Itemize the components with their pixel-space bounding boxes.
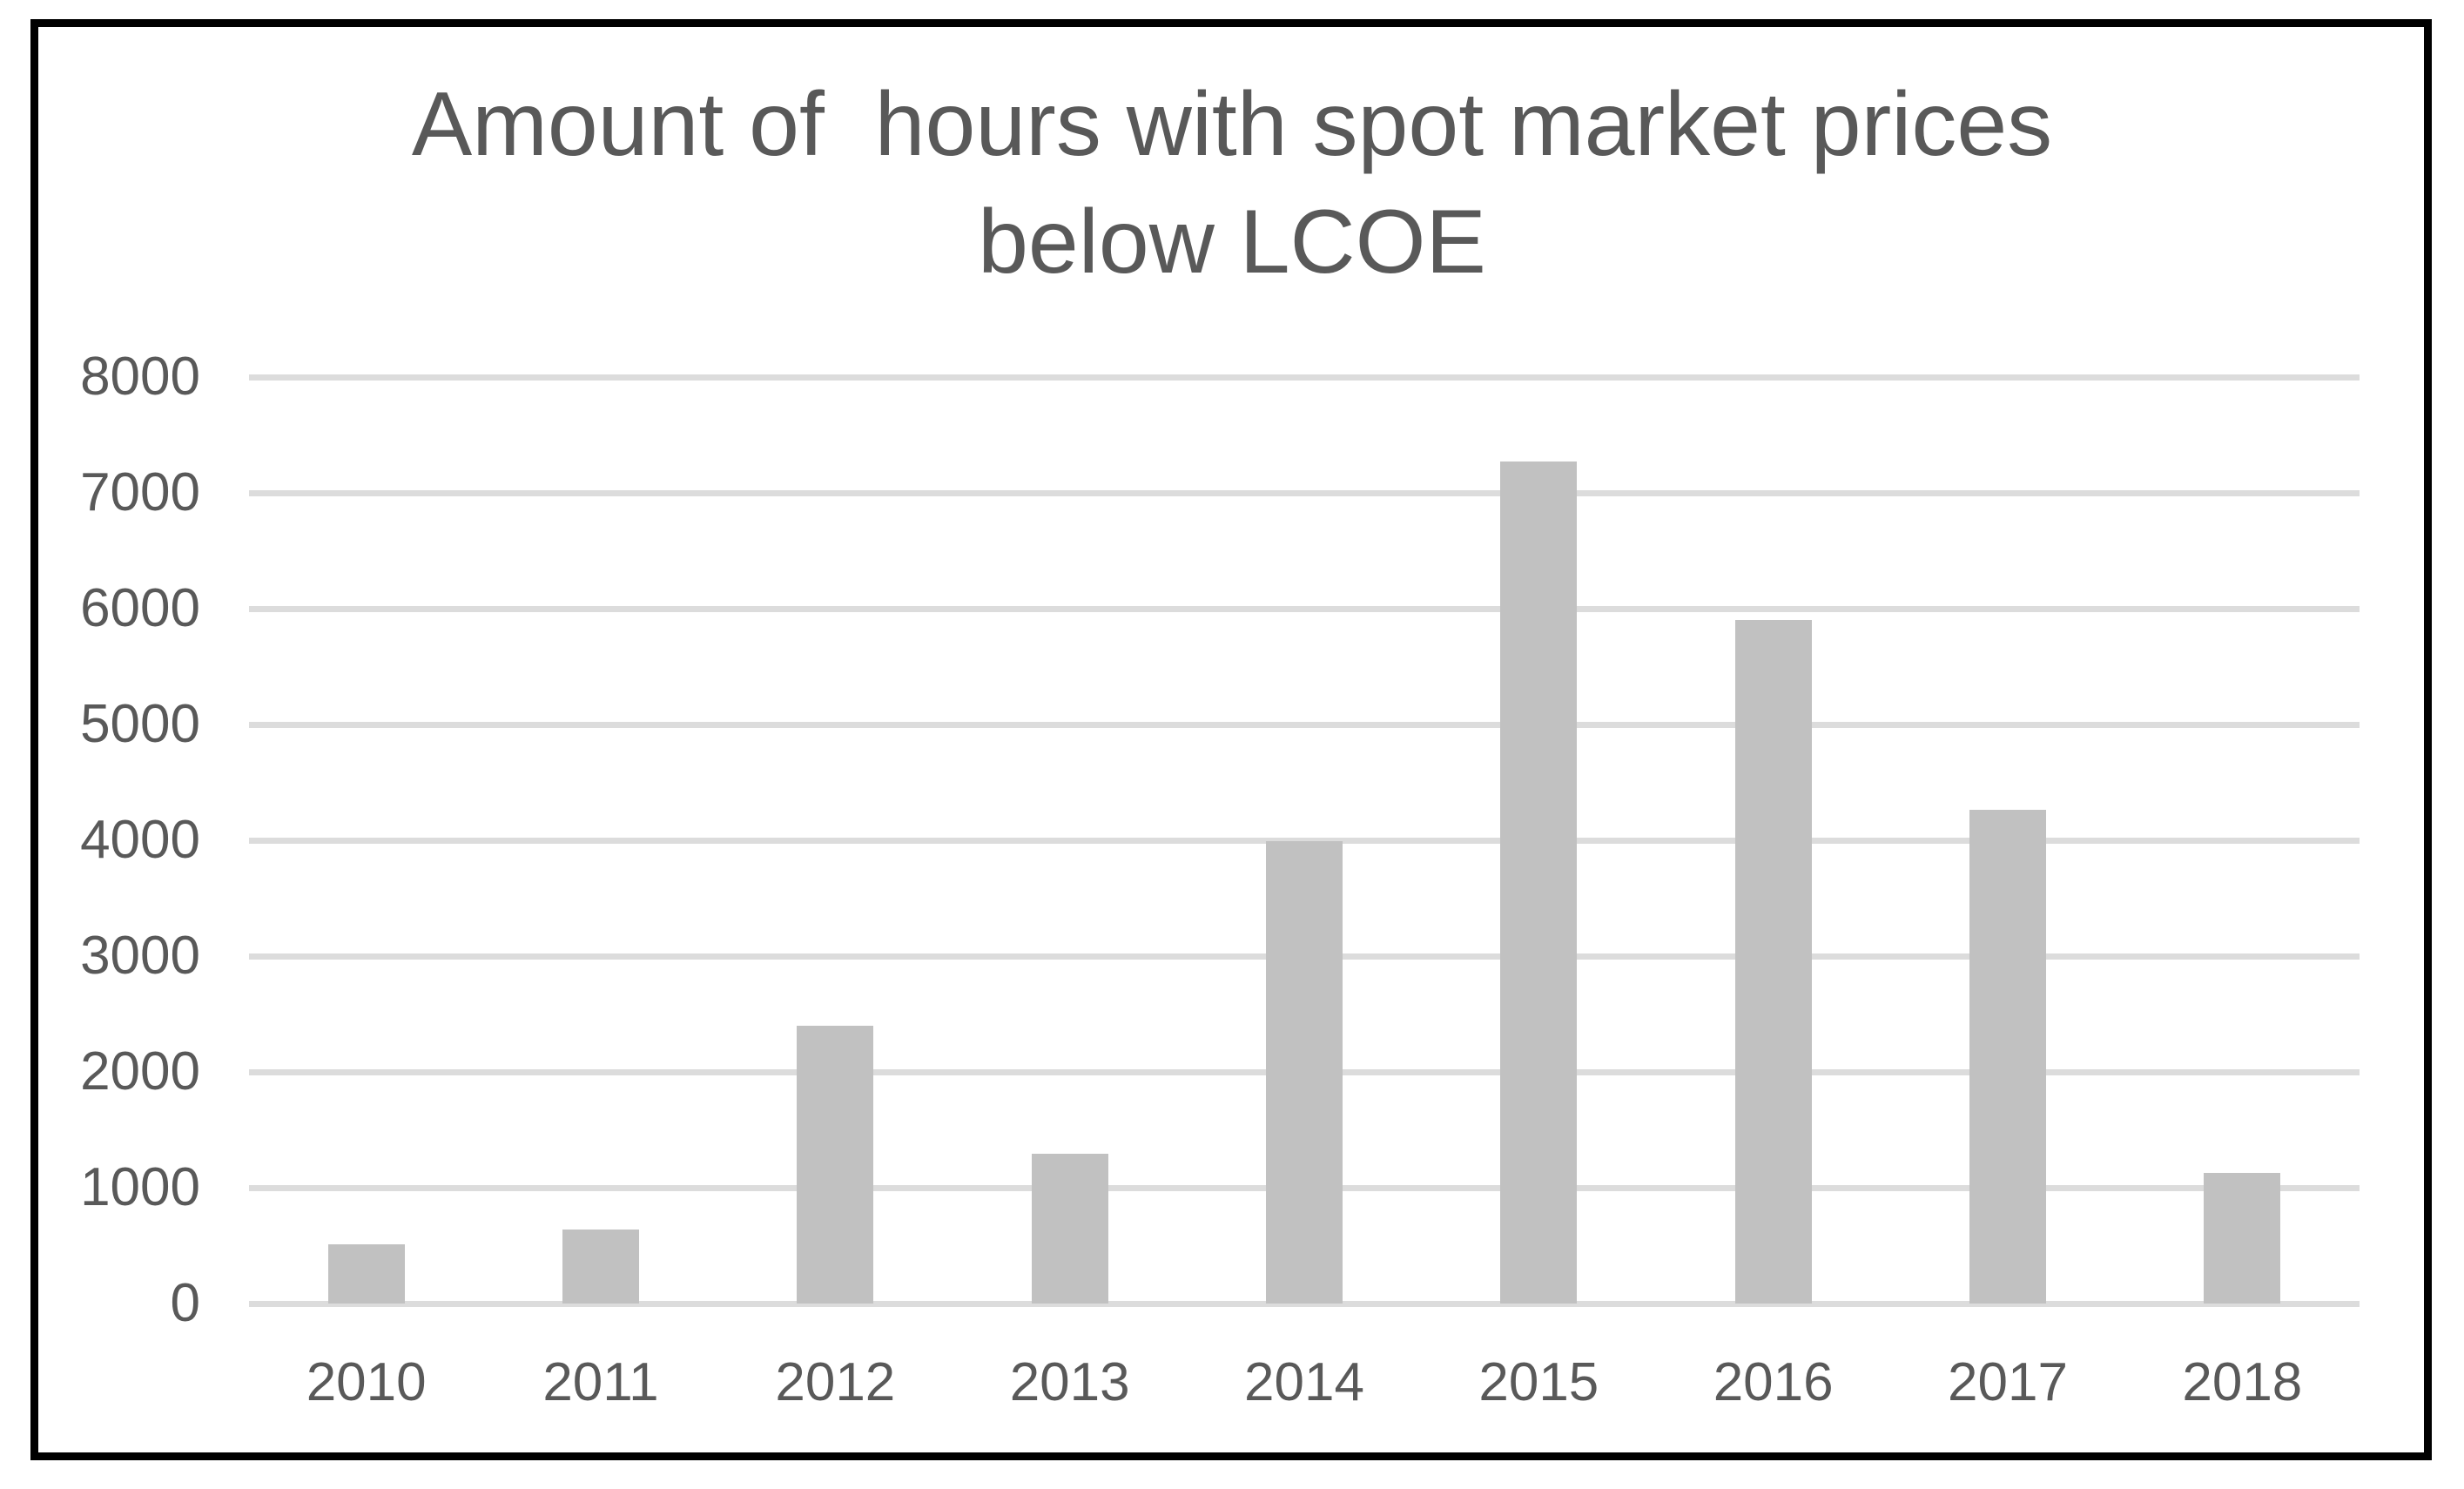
bar-2013 [1031,1154,1108,1304]
gridline-4000 [249,837,2360,844]
y-tick-label-1000: 1000 [80,1157,200,1217]
y-tick-label-4000: 4000 [80,810,200,870]
y-tick-label-8000: 8000 [80,347,200,407]
gridline-0 [249,1300,2360,1307]
x-tick-label-2018: 2018 [2182,1352,2303,1412]
x-tick-label-2011: 2011 [542,1352,659,1412]
x-tick-label-2012: 2012 [775,1352,896,1412]
y-tick-label-6000: 6000 [80,578,200,638]
chart-title-line-1: Amount of hours with spot market prices [411,74,2053,175]
chart-title: Amount of hours with spot market prices … [0,66,2464,301]
x-tick-label-2015: 2015 [1478,1352,1599,1412]
bar-2011 [562,1229,639,1304]
y-tick-label-3000: 3000 [80,926,200,986]
gridline-6000 [249,605,2360,612]
chart-title-line-2: below LCOE [978,192,1486,293]
y-tick-label-2000: 2000 [80,1041,200,1102]
x-tick-label-2013: 2013 [1009,1352,1130,1412]
bar-2016 [1734,620,1812,1304]
gridline-7000 [249,489,2360,496]
y-tick-label-5000: 5000 [80,694,200,754]
gridline-8000 [249,374,2360,381]
bar-2015 [1500,462,1578,1304]
x-tick-label-2016: 2016 [1713,1352,1834,1412]
bar-2010 [327,1243,405,1304]
x-axis-tick-labels: 2010 2011 2012 2013 2014 2015 2016 2017 2018 [249,1351,2360,1421]
x-tick-label-2010: 2010 [306,1352,427,1412]
y-tick-label-0: 0 [170,1273,200,1333]
bar-2017 [1969,810,2046,1304]
y-axis-tick-labels: 0 1000 2000 3000 4000 5000 6000 7000 8000 [0,347,200,1333]
gridline-5000 [249,721,2360,728]
plot-area [249,374,2360,1307]
bar-2018 [2204,1172,2281,1304]
x-tick-label-2017: 2017 [1948,1352,2068,1412]
bar-2014 [1266,841,1343,1304]
bar-2012 [797,1025,874,1304]
y-tick-label-7000: 7000 [80,462,200,522]
x-tick-label-2014: 2014 [1244,1352,1364,1412]
